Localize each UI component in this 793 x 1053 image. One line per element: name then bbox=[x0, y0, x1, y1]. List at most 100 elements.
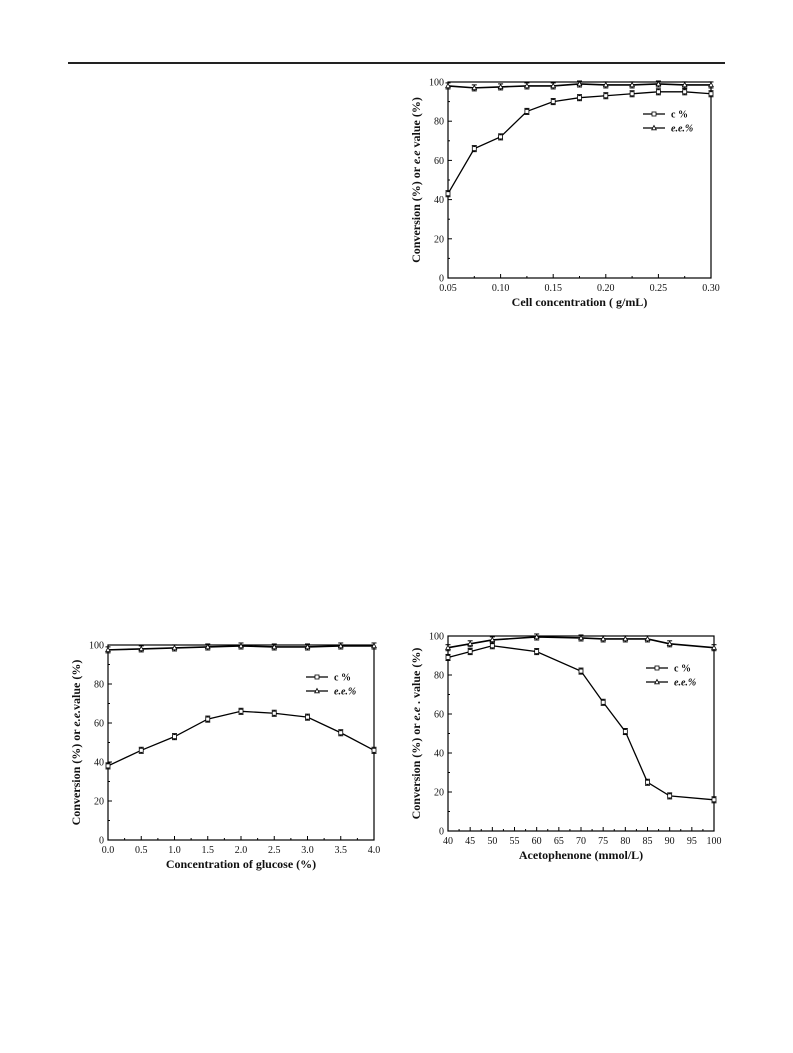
chart3-legend-label: e.e.% bbox=[674, 678, 696, 689]
page-header-rule bbox=[68, 62, 725, 64]
chart3-x-tick-label: 95 bbox=[687, 836, 697, 847]
chart1-series-conversion-point bbox=[498, 134, 503, 140]
chart1-series-conversion-point bbox=[682, 89, 688, 95]
chart2-series-ee-point bbox=[337, 642, 344, 649]
chart2-series-conversion-point bbox=[138, 747, 144, 753]
chart2-y-tick-label: 40 bbox=[94, 758, 104, 769]
chart1-y-tick-label: 80 bbox=[434, 117, 444, 128]
chart3-series-conversion-line bbox=[447, 645, 715, 801]
chart2-x-tick-label: 2.0 bbox=[235, 845, 248, 856]
chart1-legend-label: e.e.% bbox=[671, 124, 693, 135]
chart2-series-ee-point bbox=[238, 642, 244, 649]
cell-concentration-chart: 0.05 0.10 0.15 0.20 0.25 0.30 0 20 40 60 80 100 Cell… bbox=[409, 78, 720, 310]
chart1-series-ee-point bbox=[655, 80, 662, 87]
chart1-series-conversion-point bbox=[471, 146, 477, 152]
chart1-series-conversion-point bbox=[603, 93, 609, 99]
chart3-series-ee-point bbox=[666, 640, 673, 647]
chart2-series-conversion-point bbox=[105, 763, 111, 769]
chart2-series-conversion-point bbox=[172, 734, 177, 740]
chart2-x-axis-title: Concentration of glucose (%) bbox=[166, 857, 316, 871]
chart1-y-tick-label: 0 bbox=[439, 274, 444, 285]
chart3-y-tick-label: 60 bbox=[434, 710, 444, 721]
chart3-legend-marker-square bbox=[654, 665, 660, 671]
chart2-series-ee-point bbox=[204, 643, 211, 650]
chart3-y-tick-label: 0 bbox=[439, 827, 444, 838]
chart1-series-ee-point bbox=[602, 81, 609, 88]
chart1-series-conversion-point bbox=[550, 99, 556, 105]
chart1-x-tick-label: 0.25 bbox=[650, 283, 668, 294]
chart3-x-tick-label: 100 bbox=[707, 836, 722, 847]
chart3-series-conversion-point bbox=[534, 649, 540, 655]
chart1-x-tick-label: 0.15 bbox=[544, 283, 562, 294]
chart3-legend-label: c % bbox=[674, 664, 691, 675]
chart2-series-ee-point bbox=[371, 642, 377, 649]
chart2-series-conversion-point bbox=[338, 730, 344, 736]
chart2-series-conversion-point bbox=[371, 747, 377, 753]
chart3-series-conversion-point bbox=[667, 793, 673, 799]
chart2-x-tick-label: 0.5 bbox=[135, 845, 148, 856]
chart2-series-conversion-point bbox=[205, 716, 211, 722]
chart1-series-conversion-point bbox=[445, 191, 451, 197]
chart3-series-conversion-point bbox=[622, 729, 628, 734]
chart1-x-tick-label: 0.20 bbox=[597, 283, 615, 294]
chart3-y-tick-label: 80 bbox=[434, 671, 444, 682]
chart3-x-tick-label: 70 bbox=[576, 836, 586, 847]
chart2-x-tick-label: 2.5 bbox=[268, 845, 281, 856]
chart3-x-tick-label: 65 bbox=[554, 836, 564, 847]
chart3-x-tick-label: 40 bbox=[443, 836, 453, 847]
chart1-x-tick-label: 0.05 bbox=[439, 283, 457, 294]
chart1-series-conversion-point bbox=[577, 95, 582, 101]
chart2-y-tick-label: 80 bbox=[94, 680, 104, 691]
chart3-x-tick-label: 60 bbox=[532, 836, 542, 847]
chart2-series-ee-point bbox=[105, 646, 111, 653]
chart1-series-ee-point bbox=[576, 80, 583, 87]
chart2-x-tick-label: 4.0 bbox=[368, 845, 381, 856]
chart2-series-conversion-point bbox=[238, 708, 244, 714]
chart3-y-tick-label: 40 bbox=[434, 749, 444, 760]
chart1-x-axis-title: Cell concentration ( g/mL) bbox=[512, 295, 648, 309]
chart2-legend-label: e.e.% bbox=[334, 687, 356, 698]
chart1-series-conversion-point bbox=[708, 91, 714, 97]
chart2-x-tick-label: 3.0 bbox=[301, 845, 314, 856]
chart1-series-ee-point bbox=[629, 81, 636, 88]
chart3-series-conversion-point bbox=[711, 797, 717, 803]
chart3-series-ee-point bbox=[578, 634, 584, 641]
chart3-series-ee-point bbox=[489, 636, 496, 643]
chart1-y-axis-title: Conversion (%) or e.e value (%) bbox=[409, 97, 423, 263]
chart1-y-tick-label: 40 bbox=[434, 195, 444, 206]
chart2-x-tick-label: 1.0 bbox=[168, 845, 181, 856]
chart2-legend-label: c % bbox=[334, 673, 351, 684]
chart3-x-tick-label: 90 bbox=[665, 836, 675, 847]
chart3-series-ee-point bbox=[644, 635, 651, 642]
glucose-concentration-chart: 0.0 0.5 1.0 1.5 2.0 2.5 3.0 3.5 4.0 0 20 40 60 80 100 C… bbox=[69, 641, 381, 872]
chart1-x-tick-label: 0.30 bbox=[702, 283, 720, 294]
chart3-series-ee-point bbox=[711, 644, 717, 650]
chart2-series-ee-point bbox=[171, 644, 178, 651]
chart3-x-tick-label: 85 bbox=[643, 836, 653, 847]
chart2-x-tick-label: 0.0 bbox=[102, 845, 115, 856]
chart3-series-conversion-point bbox=[467, 649, 473, 655]
chart3-series-ee-point bbox=[622, 635, 629, 642]
chart3-x-tick-label: 50 bbox=[487, 836, 497, 847]
chart2-x-tick-label: 1.5 bbox=[202, 845, 215, 856]
chart3-x-axis-title: Acetophenone (mmol/L) bbox=[519, 848, 643, 862]
chart3-y-tick-label: 20 bbox=[434, 788, 444, 799]
chart2-series-ee-point bbox=[271, 643, 278, 650]
chart3-series-conversion-point bbox=[445, 655, 451, 660]
chart1-series-ee-point bbox=[523, 82, 530, 89]
chart3-x-tick-label: 45 bbox=[465, 836, 475, 847]
chart2-y-axis-title: Conversion (%) or e.e.value (%) bbox=[69, 660, 83, 826]
chart2-legend-marker-square bbox=[314, 674, 320, 680]
chart1-series-conversion-point bbox=[655, 89, 661, 95]
chart2-y-tick-label: 20 bbox=[94, 797, 104, 808]
chart2-x-tick-label: 3.5 bbox=[335, 845, 348, 856]
chart1-y-tick-label: 60 bbox=[434, 156, 444, 167]
chart1-series-conversion-line bbox=[447, 91, 712, 195]
chart1-x-tick-label: 0.10 bbox=[492, 283, 510, 294]
chart3-x-tick-label: 75 bbox=[598, 836, 608, 847]
chart2-y-tick-label: 0 bbox=[99, 836, 104, 847]
chart1-series-ee-point bbox=[471, 84, 478, 91]
chart1-y-tick-label: 20 bbox=[434, 234, 444, 245]
chart3-series-ee-point bbox=[600, 635, 607, 642]
chart2-series-ee-point bbox=[304, 643, 311, 650]
